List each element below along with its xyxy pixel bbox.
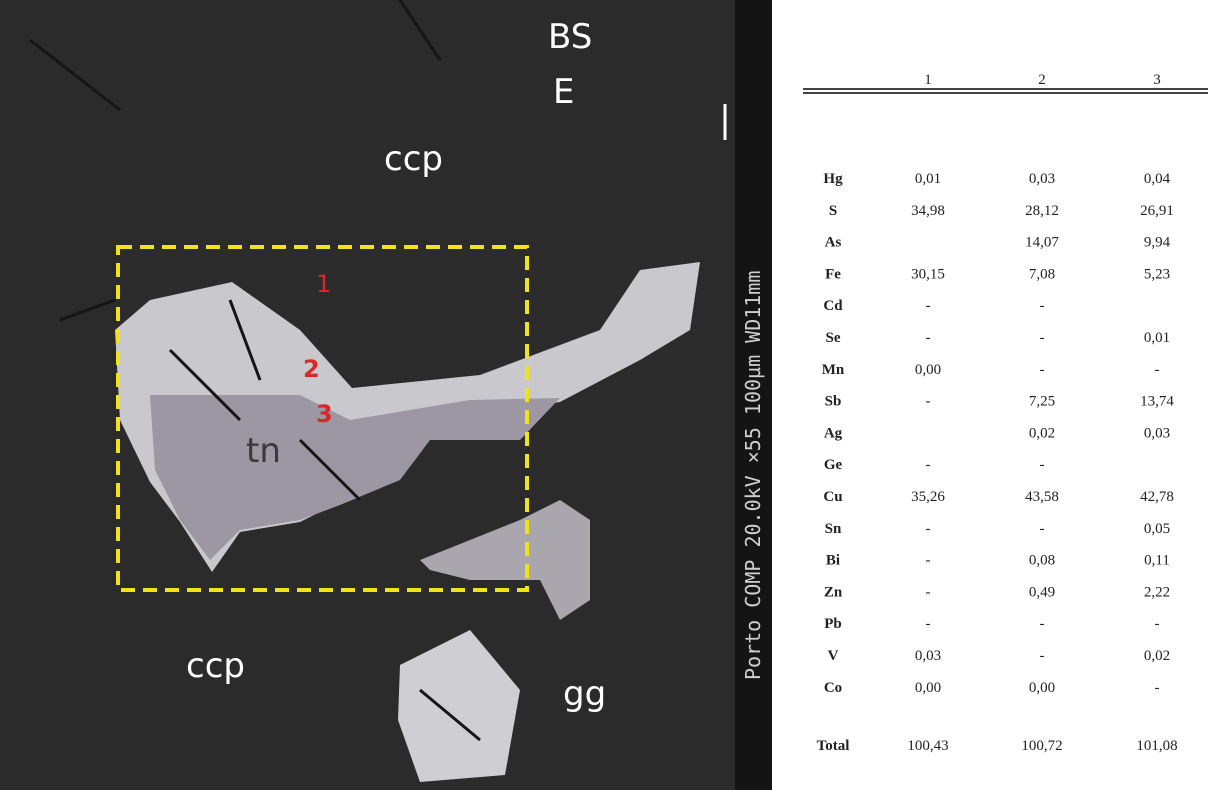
instrument-info: Porto COMP 20.0kV ×55 100µm WD11mm bbox=[741, 271, 765, 680]
element-label: S bbox=[829, 203, 837, 219]
column-header: 3 bbox=[1153, 72, 1161, 88]
label-bse-2: E bbox=[553, 72, 574, 112]
table-cell: 26,91 bbox=[1140, 203, 1174, 219]
table-cell: - bbox=[1040, 362, 1045, 378]
table-cell: - bbox=[926, 457, 931, 473]
table-cell: - bbox=[1040, 521, 1045, 537]
table-cell: - bbox=[926, 330, 931, 346]
point-1: 1 bbox=[316, 270, 331, 298]
table-cell: 28,12 bbox=[1025, 203, 1059, 219]
table-cell: - bbox=[1040, 648, 1045, 664]
element-label: Ag bbox=[824, 425, 843, 441]
element-label: Fe bbox=[825, 266, 841, 282]
label-bse-1: BS bbox=[548, 17, 592, 57]
table-cell: 0,00 bbox=[1029, 680, 1055, 696]
label-tn: tn bbox=[246, 431, 281, 471]
table-cell: 7,08 bbox=[1029, 266, 1055, 282]
element-label: Cu bbox=[823, 489, 842, 505]
table-cell: 0,03 bbox=[1029, 171, 1055, 187]
table-cell: - bbox=[1040, 330, 1045, 346]
element-label: As bbox=[825, 235, 842, 251]
label-ccp: ccp bbox=[384, 139, 443, 179]
table-cell: 0,11 bbox=[1144, 553, 1170, 569]
label-ccp: ccp bbox=[186, 646, 245, 686]
element-label: V bbox=[828, 648, 839, 664]
table-cell: 5,23 bbox=[1144, 266, 1170, 282]
table-cell: - bbox=[926, 394, 931, 410]
table-cell: - bbox=[926, 521, 931, 537]
table-cell: - bbox=[926, 298, 931, 314]
table-cell: 0,04 bbox=[1144, 171, 1171, 187]
table-cell: - bbox=[1040, 616, 1045, 632]
table-cell: 9,94 bbox=[1144, 235, 1171, 251]
table-cell: 30,15 bbox=[911, 266, 945, 282]
table-cell: - bbox=[926, 616, 931, 632]
table-cell: - bbox=[1040, 457, 1045, 473]
table-cell: 0,03 bbox=[915, 648, 941, 664]
element-label: Bi bbox=[826, 553, 840, 569]
table-cell: 0,00 bbox=[915, 680, 941, 696]
total-cell: 101,08 bbox=[1136, 738, 1177, 754]
table-cell: 13,74 bbox=[1140, 394, 1174, 410]
column-header: 2 bbox=[1038, 72, 1046, 88]
point-2: 2 bbox=[303, 355, 320, 383]
element-label: Se bbox=[826, 330, 841, 346]
table-cell: 0,01 bbox=[915, 171, 941, 187]
column-header: 1 bbox=[924, 72, 932, 88]
element-label: Hg bbox=[823, 171, 843, 187]
table-cell: 0,02 bbox=[1029, 425, 1055, 441]
table-cell: 42,78 bbox=[1140, 489, 1174, 505]
table-cell: - bbox=[1155, 616, 1160, 632]
element-label: Zn bbox=[824, 584, 843, 600]
table-cell: - bbox=[926, 584, 931, 600]
table-cell: 0,08 bbox=[1029, 553, 1055, 569]
sem-image: Porto COMP 20.0kV ×55 100µm WD11mm BS E … bbox=[0, 0, 772, 790]
element-label: Co bbox=[824, 680, 842, 696]
table-cell: 0,03 bbox=[1144, 425, 1170, 441]
table-cell: 0,05 bbox=[1144, 521, 1170, 537]
table-cell: 43,58 bbox=[1025, 489, 1059, 505]
element-label: Mn bbox=[822, 362, 845, 378]
total-cell: 100,43 bbox=[907, 738, 948, 754]
total-cell: 100,72 bbox=[1021, 738, 1062, 754]
table-cell: 35,26 bbox=[911, 489, 945, 505]
analysis-table: 1 2 3 Hg 0,01 0,03 0,04 S 34,98 28,12 26,91 As 14,07… bbox=[803, 72, 1208, 754]
element-label: Ge bbox=[824, 457, 843, 473]
element-label: Sb bbox=[825, 394, 842, 410]
table-cell: 0,01 bbox=[1144, 330, 1170, 346]
point-3: 3 bbox=[316, 400, 333, 428]
element-label: Pb bbox=[824, 616, 842, 632]
table-cell: 2,22 bbox=[1144, 584, 1170, 600]
table-cell: - bbox=[1040, 298, 1045, 314]
table-cell: 34,98 bbox=[911, 203, 945, 219]
table-cell: - bbox=[926, 553, 931, 569]
table-cell: - bbox=[1155, 362, 1160, 378]
table-cell: 0,02 bbox=[1144, 648, 1170, 664]
label-gg: gg bbox=[563, 674, 606, 714]
figure: Porto COMP 20.0kV ×55 100µm WD11mm BS E … bbox=[0, 0, 1208, 790]
element-label: Cd bbox=[823, 298, 843, 314]
table-cell: 7,25 bbox=[1029, 394, 1055, 410]
table-cell: 0,49 bbox=[1029, 584, 1055, 600]
table-cell: 0,00 bbox=[915, 362, 941, 378]
table-cell: 14,07 bbox=[1025, 235, 1059, 251]
element-label: Sn bbox=[825, 521, 842, 537]
total-label: Total bbox=[817, 738, 850, 754]
table-cell: - bbox=[1155, 680, 1160, 696]
